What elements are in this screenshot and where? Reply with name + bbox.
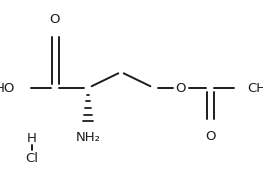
- Text: CH₃: CH₃: [247, 81, 263, 95]
- Text: HO: HO: [0, 81, 15, 95]
- Text: H: H: [27, 131, 37, 144]
- Text: NH₂: NH₂: [75, 131, 100, 144]
- Text: O: O: [176, 81, 186, 95]
- Text: O: O: [50, 13, 60, 26]
- Text: Cl: Cl: [26, 152, 38, 165]
- Text: O: O: [205, 130, 215, 143]
